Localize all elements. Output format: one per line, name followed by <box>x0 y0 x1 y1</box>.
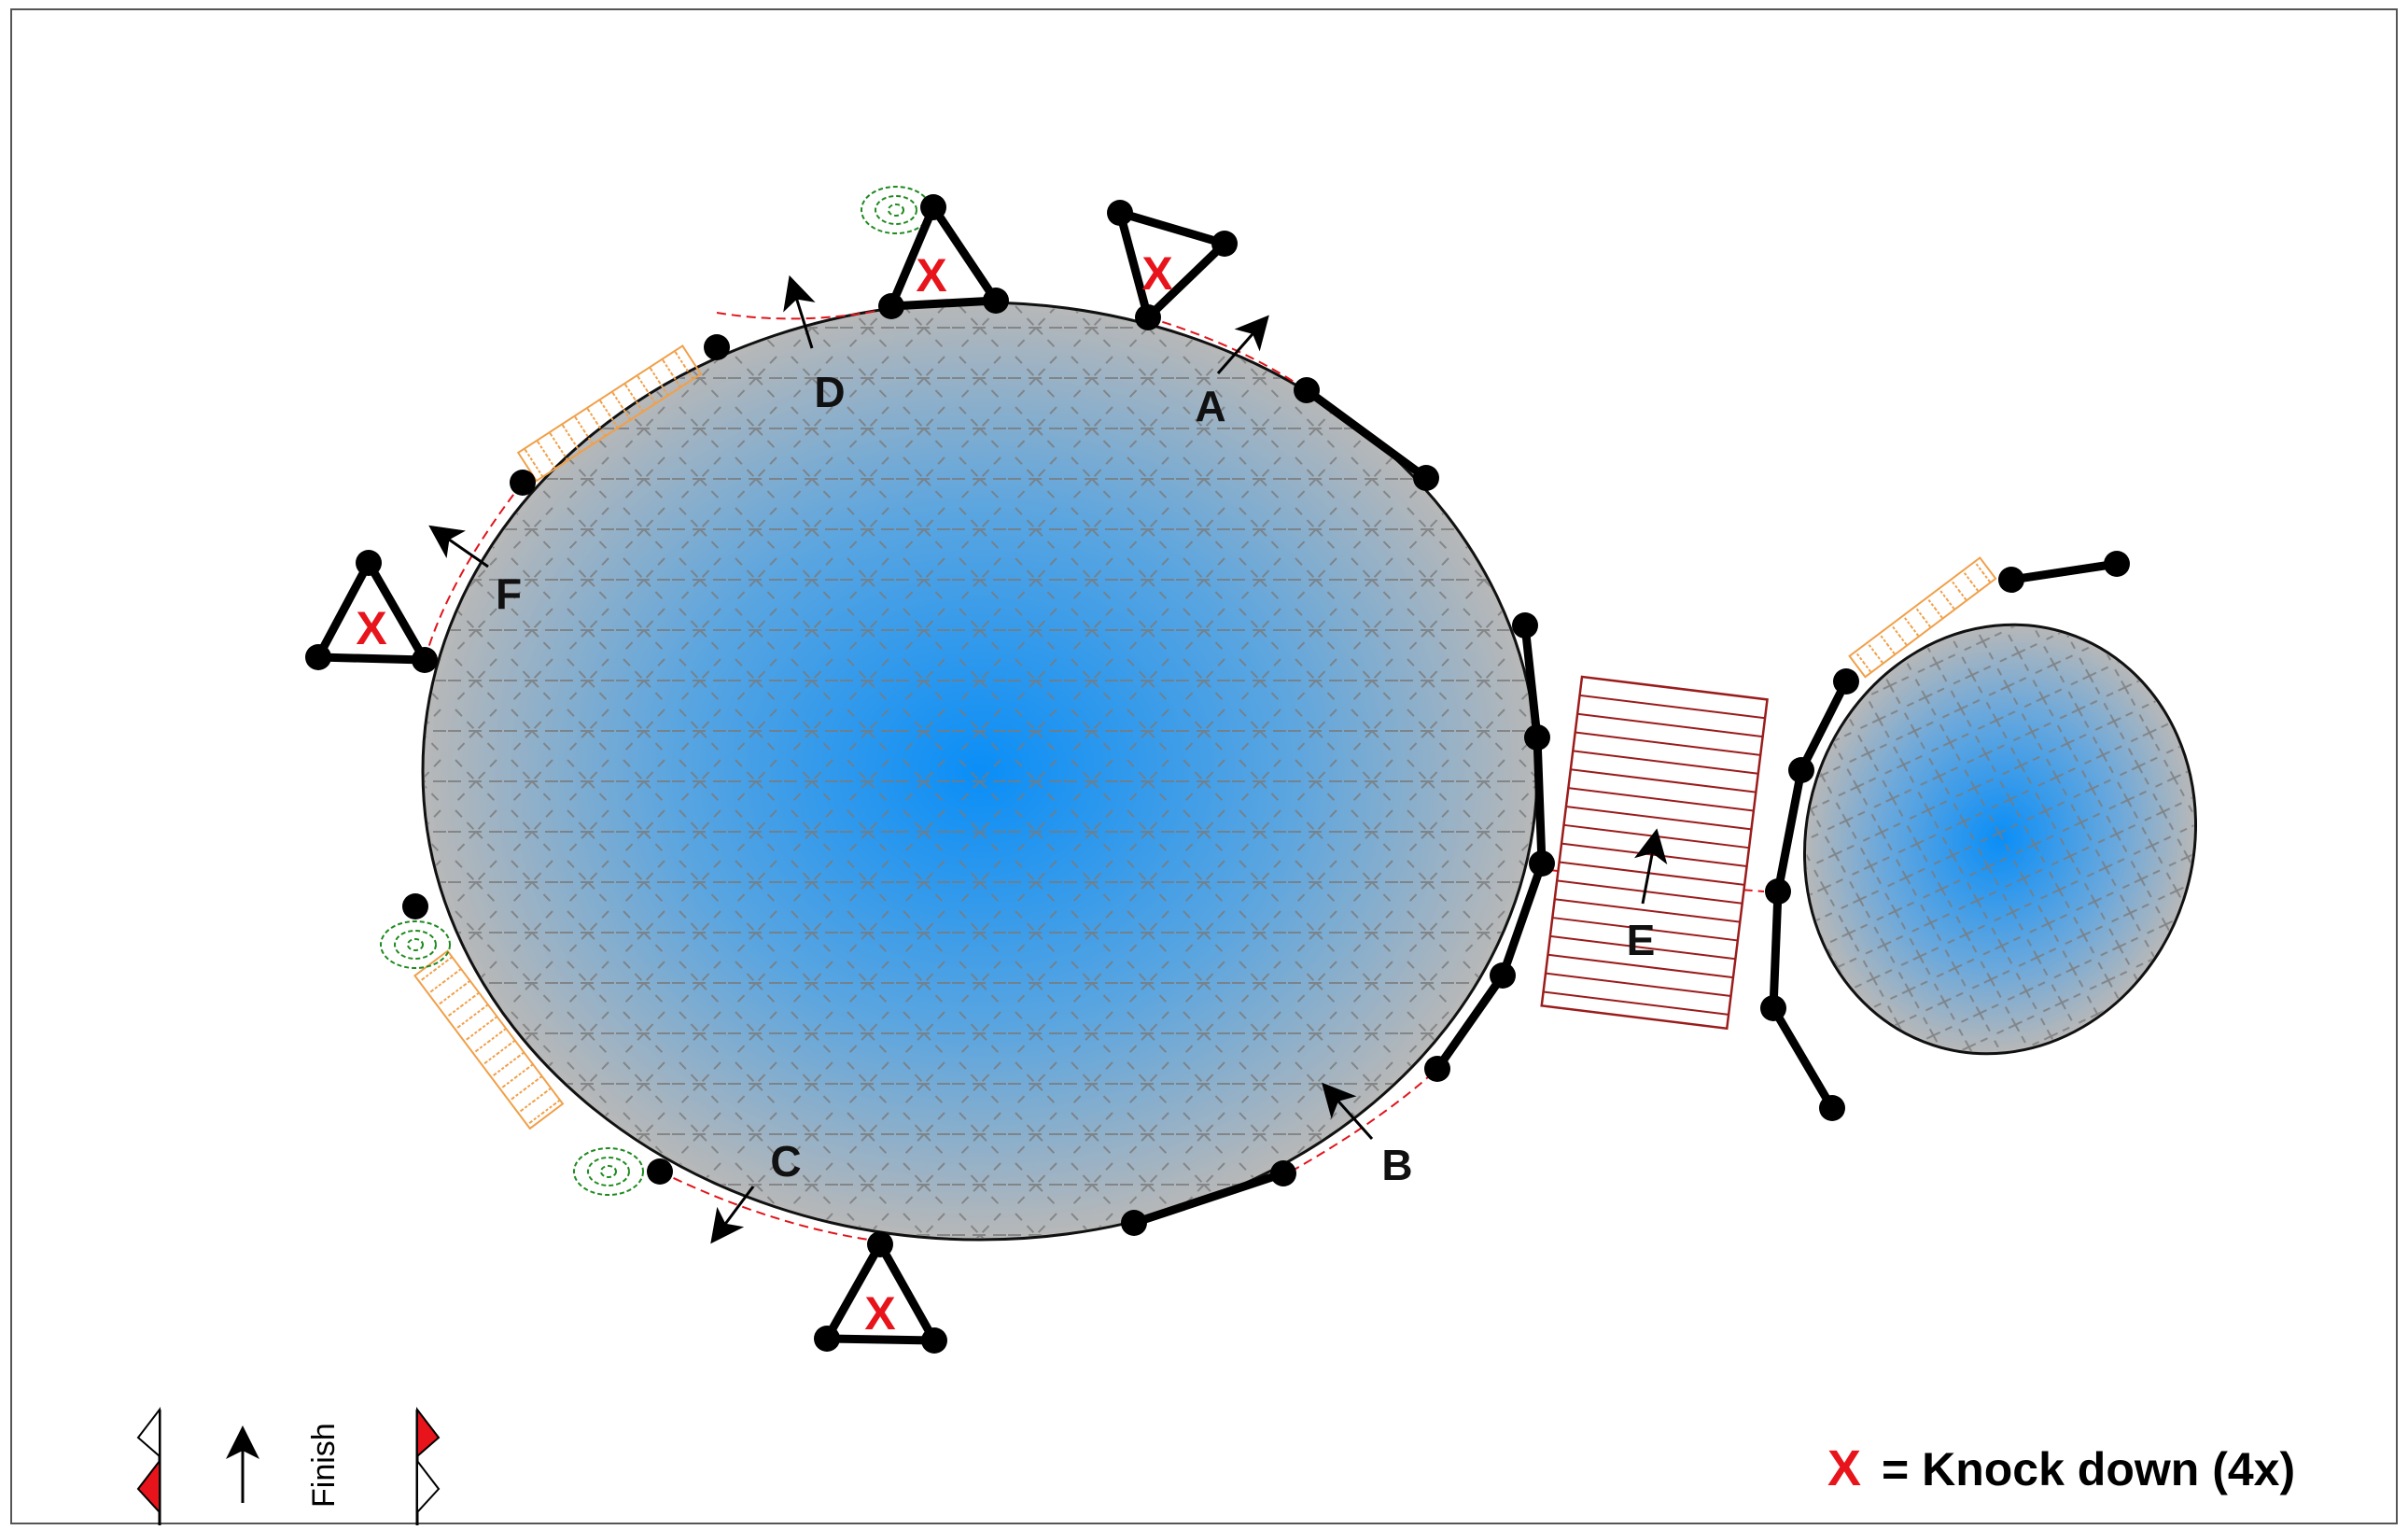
label-f: F <box>496 569 522 618</box>
fence-small-top <box>2007 559 2121 584</box>
start-flag-icon <box>136 1407 161 1525</box>
arrow-e <box>1633 828 1668 905</box>
posts <box>305 194 2130 1354</box>
finish-flag-icon <box>415 1407 441 1525</box>
arrow-b <box>1322 1082 1374 1140</box>
label-b: B <box>1381 1141 1412 1189</box>
direction-arrows <box>428 274 1668 1244</box>
knockdown-triangle-top: X <box>887 203 1001 311</box>
knockdown-mark: X <box>1141 247 1172 300</box>
ramp-e <box>1540 675 1769 1031</box>
fence-right-top <box>1302 386 1431 483</box>
hurdle-bottom-left <box>413 949 565 1130</box>
knockdown-mark: X <box>356 602 386 654</box>
fence-bottom <box>1129 1169 1288 1228</box>
finish-label: Finish <box>306 1423 342 1508</box>
small-arena <box>1802 623 2198 1056</box>
knockdown-triangle-bottom: X <box>822 1240 939 1345</box>
arrow-c <box>710 1186 755 1244</box>
tree-icon <box>380 920 451 969</box>
label-d: D <box>814 368 845 416</box>
label-a: A <box>1195 382 1225 430</box>
knockdown-mark: X <box>916 249 946 302</box>
main-arena <box>421 301 1539 1242</box>
legend-text: = Knock down (4x) <box>1882 1443 2295 1495</box>
tree-icon <box>573 1147 644 1196</box>
arrow-f <box>428 525 489 568</box>
legend-symbol: X <box>1827 1440 1861 1496</box>
label-e: E <box>1627 916 1656 964</box>
knockdown-triangle-left: X <box>314 558 429 665</box>
legend: X = Knock down (4x) <box>1827 1440 2295 1496</box>
knockdown-mark: X <box>864 1287 895 1340</box>
arrow-d <box>783 274 816 349</box>
knockdown-triangle-top-right: X <box>1115 208 1229 322</box>
tree-icon <box>861 186 931 234</box>
hurdle-small-arena <box>1848 556 1997 679</box>
page-frame <box>10 8 2398 1524</box>
arrow-a <box>1216 315 1269 374</box>
label-c: C <box>770 1137 801 1186</box>
hurdle-top-left <box>516 344 703 483</box>
